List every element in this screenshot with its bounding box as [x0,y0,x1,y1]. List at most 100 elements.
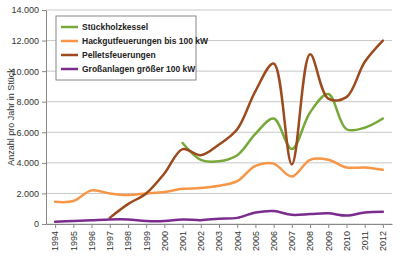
x-tick: 2006 [269,224,279,251]
tick-label: 1997 [105,231,115,251]
legend-swatch [61,40,78,43]
tick-mark [42,132,46,133]
grid-line [46,132,392,133]
tick-label: 14.000 [11,5,39,15]
tick-label: 2004 [233,231,243,251]
series-line [55,211,383,222]
y-tick: 14.000 [11,5,46,15]
tick-mark [201,224,202,228]
tick-mark [42,10,46,11]
tick-mark [92,224,93,228]
tick-label: 2.000 [16,189,39,199]
legend-swatch [61,26,78,29]
tick-mark [365,224,366,228]
tick-mark [42,102,46,103]
y-tick: 2.000 [16,189,46,199]
x-tick: 1998 [123,224,133,251]
tick-label: 2003 [214,231,224,251]
tick-mark [164,224,165,228]
x-tick: 2002 [196,224,206,251]
legend-box [56,16,196,80]
tick-mark [146,224,147,228]
x-tick: 1997 [105,224,115,251]
x-tick: 2003 [214,224,224,251]
x-tick: 2001 [178,224,188,251]
tick-label: 8.000 [16,97,39,107]
tick-label: 2000 [160,231,170,251]
legend-swatch [61,54,78,57]
tick-label: 6.000 [16,128,39,138]
y-axis: 0 2.000 4.000 6.000 8.000 10.000 12.000 14.000 [11,5,46,229]
tick-mark [255,224,256,228]
tick-label: 2012 [378,231,388,251]
tick-label: 2006 [269,231,279,251]
x-tick: 2005 [251,224,261,251]
chart: 0 2.000 4.000 6.000 8.000 10.000 12.000 14.000 1… [0,0,400,262]
legend-label: Hackgutfeuerungen bis 100 kW [82,36,209,46]
tick-mark [310,224,311,228]
tick-label: 2011 [360,231,370,250]
tick-label: 2010 [342,231,352,251]
tick-mark [55,224,56,228]
tick-label: 2001 [178,231,188,251]
plot: 0 2.000 4.000 6.000 8.000 10.000 12.000 14.000 1… [11,5,392,251]
tick-mark [42,224,46,225]
series-line [55,158,383,202]
tick-mark [73,224,74,228]
grid [46,10,392,224]
y-tick: 0 [34,219,46,229]
x-tick: 2009 [324,224,334,251]
x-tick: 2007 [287,224,297,251]
x-tick: 2004 [233,224,243,251]
lines [55,41,383,222]
tick-mark [346,224,347,228]
x-tick: 1999 [142,224,152,251]
legend: Stückholzkessel Hackgutfeuerungen bis 100… [56,16,209,80]
x-tick: 2012 [378,224,388,251]
tick-label: 1994 [50,231,60,251]
legend-label: Stückholzkessel [82,22,148,32]
y-tick: 10.000 [11,67,46,77]
tick-mark [237,224,238,228]
tick-label: 1996 [87,231,97,251]
tick-mark [42,71,46,72]
x-tick: 2011 [360,224,370,250]
tick-mark [42,163,46,164]
legend-label: Pelletsfeuerungen [82,50,156,60]
axis-title: Anzahl pro Jahr in Stück [6,68,16,166]
tick-mark [42,41,46,42]
y-tick: 12.000 [11,36,46,46]
y-tick: 8.000 [16,97,46,107]
y-tick: 4.000 [16,158,46,168]
tick-mark [383,224,384,228]
tick-mark [274,224,275,228]
tick-label: 2002 [196,231,206,251]
x-tick: 2010 [342,224,352,251]
tick-label: 2007 [287,231,297,251]
grid-line [46,193,392,194]
x-tick: 1996 [87,224,97,251]
tick-mark [110,224,111,228]
tick-mark [42,193,46,194]
x-tick: 1994 [50,224,60,251]
tick-label: 1999 [142,231,152,251]
legend-swatch [61,68,78,71]
tick-label: 4.000 [16,158,39,168]
legend-label: Großanlagen größer 100 kW [82,64,196,74]
tick-label: 0 [34,219,39,229]
tick-label: 2005 [251,231,261,251]
y-tick: 6.000 [16,128,46,138]
tick-mark [328,224,329,228]
x-tick: 2008 [305,224,315,251]
tick-label: 12.000 [11,36,39,46]
tick-mark [128,224,129,228]
tick-mark [183,224,184,228]
tick-label: 1995 [69,231,79,251]
x-tick: 2000 [160,224,170,251]
axis-line [46,11,47,225]
grid-line [46,10,392,11]
tick-mark [292,224,293,228]
x-axis: 1994 1995 1996 1997 1998 1999 2000 2001 2002 2003… [47,224,393,251]
tick-mark [219,224,220,228]
tick-label: 1998 [123,231,133,251]
